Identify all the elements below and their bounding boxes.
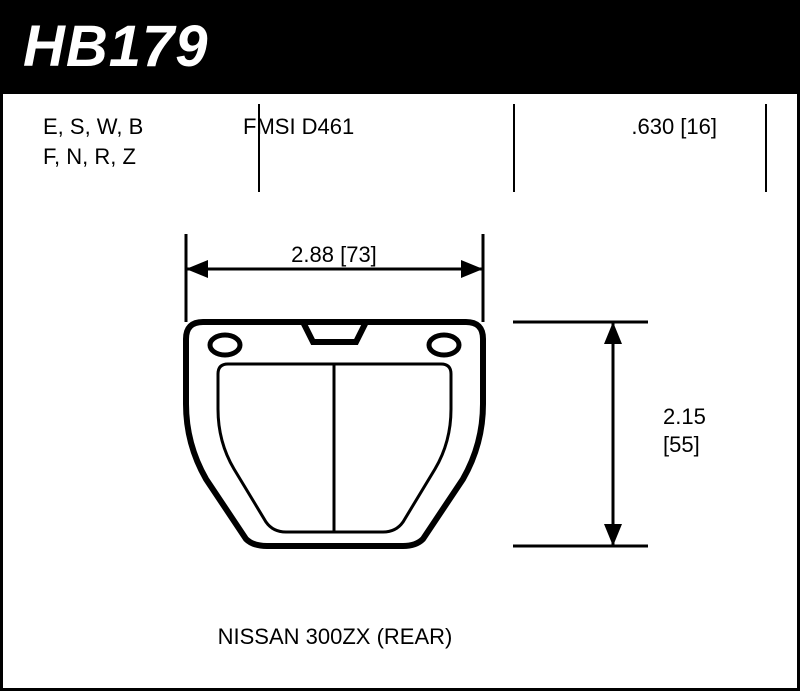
- thickness: .630 [16]: [503, 112, 757, 142]
- caption: NISSAN 300ZX (REAR): [218, 624, 453, 649]
- height-label-line2: [55]: [663, 432, 700, 457]
- width-label: 2.88 [73]: [291, 242, 377, 267]
- compound-codes: E, S, W, B F, N, R, Z: [43, 112, 243, 171]
- height-dimension: 2.15 [55]: [513, 322, 706, 546]
- width-dimension: 2.88 [73]: [186, 234, 483, 322]
- brake-pad-diagram: 2.88 [73] 2.15 [55]: [3, 194, 800, 674]
- height-label-line1: 2.15: [663, 404, 706, 429]
- fmsi-code: FMSI D461: [243, 112, 503, 142]
- codes-line1: E, S, W, B: [43, 112, 243, 142]
- brake-pad-outline: [186, 322, 483, 546]
- header-bar: HB179: [3, 3, 797, 94]
- divider: [258, 104, 260, 192]
- codes-line2: F, N, R, Z: [43, 142, 243, 172]
- divider: [765, 104, 767, 192]
- diagram-area: 2.88 [73] 2.15 [55]: [3, 194, 797, 674]
- page: HB179 E, S, W, B F, N, R, Z FMSI D461 .6…: [0, 0, 800, 691]
- spec-row: E, S, W, B F, N, R, Z FMSI D461 .630 [16…: [3, 94, 797, 194]
- part-number: HB179: [23, 13, 777, 80]
- divider: [513, 104, 515, 192]
